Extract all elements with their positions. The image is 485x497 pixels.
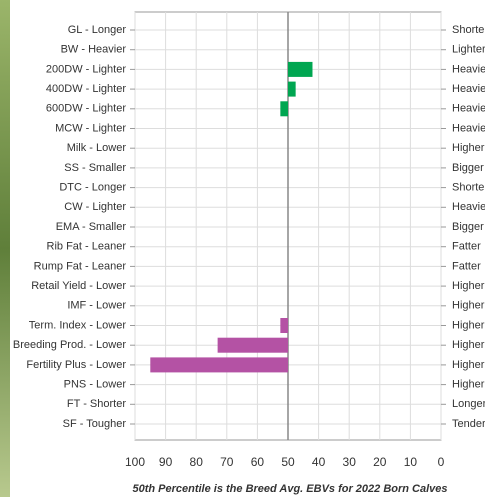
y-tick-label: GL - Longer [68, 24, 127, 36]
y-tick-label-right: Bigger [452, 162, 484, 174]
x-tick-label: 50 [281, 455, 295, 469]
y-tick-label: Retail Yield - Lower [31, 280, 126, 292]
x-tick-label: 80 [190, 455, 204, 469]
y-tick-label-right: Higher [452, 142, 485, 154]
bar [280, 101, 288, 117]
y-tick-label-right: Higher [452, 379, 485, 391]
y-tick-label: EMA - Smaller [56, 221, 127, 233]
y-tick-label-right: Heavier [452, 122, 485, 134]
y-tick-label: 600DW - Lighter [46, 103, 126, 115]
y-tick-label: 400DW - Lighter [46, 83, 126, 95]
y-tick-label: Rump Fat - Leaner [34, 260, 127, 272]
y-tick-label-right: Heavier [452, 103, 485, 115]
y-tick-label: DTC - Longer [59, 182, 126, 194]
x-tick-label: 20 [373, 455, 387, 469]
y-tick-label: 200DW - Lighter [46, 63, 126, 75]
x-tick-label: 0 [438, 455, 445, 469]
x-tick-label: 40 [312, 455, 326, 469]
y-tick-label: Fertility Plus - Lower [26, 359, 126, 371]
bar [280, 318, 288, 333]
y-tick-label-right: Higher [452, 359, 485, 371]
y-tick-label: FT - Shorter [67, 398, 126, 410]
y-tick-label-right: Heavier [452, 83, 485, 95]
y-tick-label-right: Tender [452, 418, 485, 430]
y-tick-label: SF - Tougher [63, 418, 127, 430]
y-tick-label-right: Longer [452, 398, 485, 410]
y-tick-label: CW - Lighter [64, 201, 126, 213]
y-tick-label-right: Higher [452, 339, 485, 351]
y-tick-label: Rib Fat - Leaner [47, 241, 127, 253]
bar [288, 81, 296, 97]
y-tick-label: Milk - Lower [67, 142, 127, 154]
y-tick-label-right: Fatter [452, 260, 481, 272]
x-tick-label: 60 [251, 455, 265, 469]
y-tick-label: IMF - Lower [67, 300, 126, 312]
bar [150, 357, 288, 373]
y-tick-label: PNS - Lower [64, 379, 127, 391]
y-tick-label: BW - Heavier [61, 44, 127, 56]
y-tick-label-right: Bigger [452, 221, 484, 233]
x-tick-label: 90 [159, 455, 173, 469]
x-tick-label: 30 [343, 455, 357, 469]
y-tick-label-right: Fatter [452, 241, 481, 253]
y-tick-label: SS - Smaller [64, 162, 126, 174]
y-tick-label-right: Heavier [452, 63, 485, 75]
y-tick-label-right: Higher [452, 319, 485, 331]
y-tick-label-right: Lighter [452, 44, 485, 56]
x-tick-label: 10 [404, 455, 418, 469]
chart-title: 50th Percentile is the Breed Avg. EBVs f… [132, 483, 447, 495]
y-tick-label-right: Heavier [452, 201, 485, 213]
bar [217, 337, 288, 353]
y-tick-label-right: Higher [452, 300, 485, 312]
y-tick-label-right: Shorter [452, 182, 485, 194]
background-photo [0, 0, 10, 497]
bar [288, 61, 313, 77]
y-tick-label: Term. Index - Lower [29, 319, 127, 331]
x-tick-label: 100 [125, 455, 145, 469]
y-tick-label-right: Higher [452, 280, 485, 292]
x-tick-label: 70 [220, 455, 234, 469]
y-tick-label: MCW - Lighter [55, 122, 126, 134]
y-tick-label: Breeding Prod. - Lower [13, 339, 126, 351]
y-tick-label-right: Shorter [452, 24, 485, 36]
